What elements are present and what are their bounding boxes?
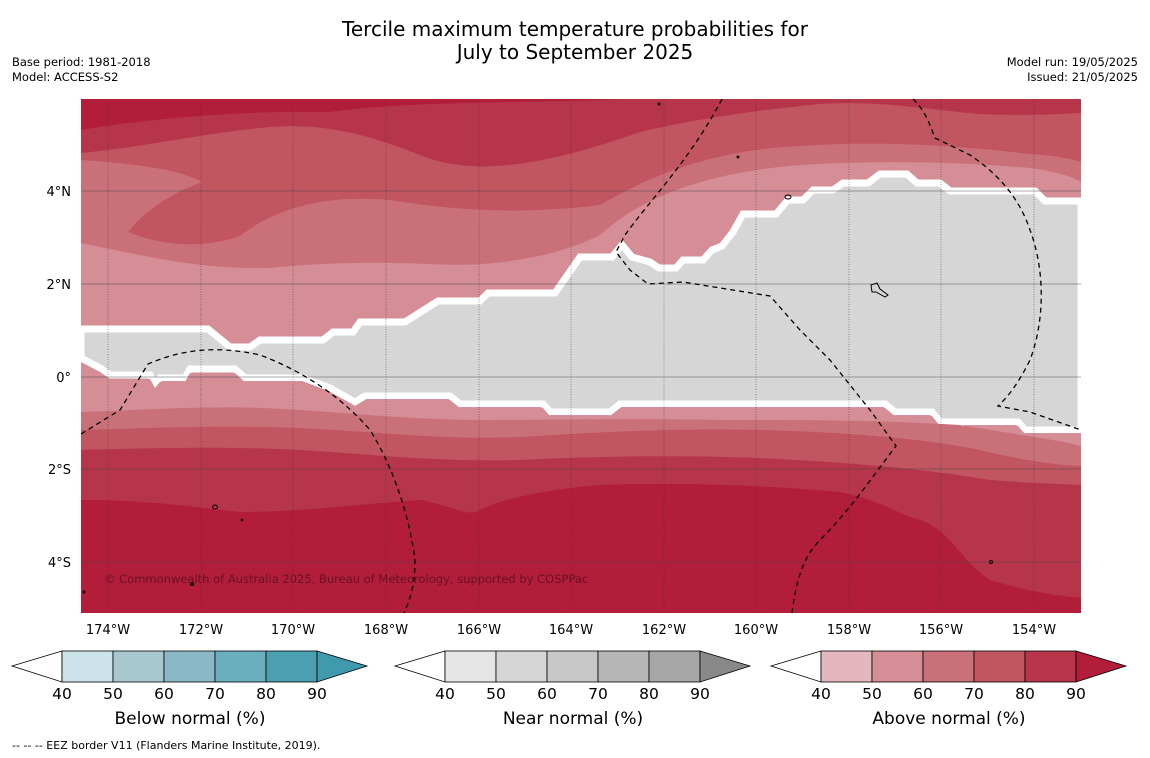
lon-tick: 168°W — [364, 623, 408, 638]
colorbar-label-below: Below normal (%) — [114, 709, 266, 729]
title-line-1: Tercile maximum temperature probabilitie… — [342, 17, 808, 41]
longitude-ticks: 174°W 172°W 170°W 168°W 166°W 164°W 162°… — [86, 623, 1056, 638]
lat-tick: 4°S — [48, 556, 71, 571]
cbar-tick: 60 — [537, 685, 557, 703]
map-fill — [81, 99, 1081, 613]
meta-right: Model run: 19/05/2025 Issued: 21/05/2025 — [1007, 55, 1138, 85]
cbar-tick: 90 — [690, 685, 710, 703]
cbar-tick: 90 — [1066, 685, 1086, 703]
colorbar-label-above: Above normal (%) — [872, 709, 1026, 729]
cbar-tick: 50 — [103, 685, 123, 703]
cbar-tick: 40 — [435, 685, 455, 703]
cbar-tick: 70 — [588, 685, 608, 703]
lon-tick: 174°W — [86, 623, 130, 638]
lat-tick: 2°N — [47, 278, 72, 293]
cbar-tick: 50 — [862, 685, 882, 703]
lon-tick: 158°W — [827, 623, 871, 638]
south-band-90 — [81, 483, 1081, 613]
map-title: Tercile maximum temperature probabilitie… — [0, 18, 1150, 64]
cbar-tick: 60 — [913, 685, 933, 703]
near-normal-region — [81, 170, 1081, 434]
colorbar-above-normal — [769, 650, 1128, 683]
latitude-lines — [81, 190, 1081, 563]
copyright-note: © Commonwealth of Australia 2025, Bureau… — [104, 572, 588, 586]
lon-tick: 164°W — [549, 623, 593, 638]
lat-tick: 2°S — [48, 463, 71, 478]
colorbar-near-normal — [393, 650, 752, 683]
cbar-tick: 80 — [256, 685, 276, 703]
model-run: Model run: 19/05/2025 — [1006, 55, 1138, 69]
model-name: Model: ACCESS-S2 — [12, 70, 119, 84]
lon-tick: 166°W — [457, 623, 501, 638]
lat-tick: 4°N — [47, 185, 72, 200]
cbar-tick: 80 — [639, 685, 659, 703]
lon-tick: 172°W — [179, 623, 223, 638]
colorbar-below-ticks: 40 50 60 70 80 90 — [52, 685, 327, 703]
colorbar-near-ticks: 40 50 60 70 80 90 — [435, 685, 710, 703]
cbar-tick: 70 — [964, 685, 984, 703]
cbar-tick: 40 — [811, 685, 831, 703]
cbar-tick: 90 — [307, 685, 327, 703]
colorbar-below-normal — [10, 650, 369, 683]
lat-tick: 0° — [56, 371, 71, 386]
cbar-tick: 80 — [1015, 685, 1035, 703]
base-period: Base period: 1981-2018 — [12, 55, 151, 69]
eez-borders — [80, 98, 1082, 614]
meta-left: Base period: 1981-2018 Model: ACCESS-S2 — [12, 55, 151, 85]
lon-tick: 154°W — [1012, 623, 1056, 638]
cbar-tick: 60 — [154, 685, 174, 703]
colorbar-label-near: Near normal (%) — [502, 709, 644, 729]
eez-footnote: -- -- -- EEZ border V11 (Flanders Marine… — [12, 739, 321, 752]
colorbar-above-ticks: 40 50 60 70 80 90 — [811, 685, 1086, 703]
cbar-tick: 50 — [486, 685, 506, 703]
cbar-tick: 40 — [52, 685, 72, 703]
issued-date: Issued: 21/05/2025 — [1027, 70, 1138, 84]
cbar-tick: 70 — [205, 685, 225, 703]
title-line-2: July to September 2025 — [456, 40, 694, 64]
lon-tick: 156°W — [919, 623, 963, 638]
latitude-ticks: 4°N 2°N 0° 2°S 4°S — [47, 185, 72, 571]
lon-tick: 160°W — [734, 623, 778, 638]
islands — [82, 102, 993, 594]
lon-tick: 170°W — [271, 623, 315, 638]
gridlines — [107, 99, 1035, 613]
lon-tick: 162°W — [642, 623, 686, 638]
